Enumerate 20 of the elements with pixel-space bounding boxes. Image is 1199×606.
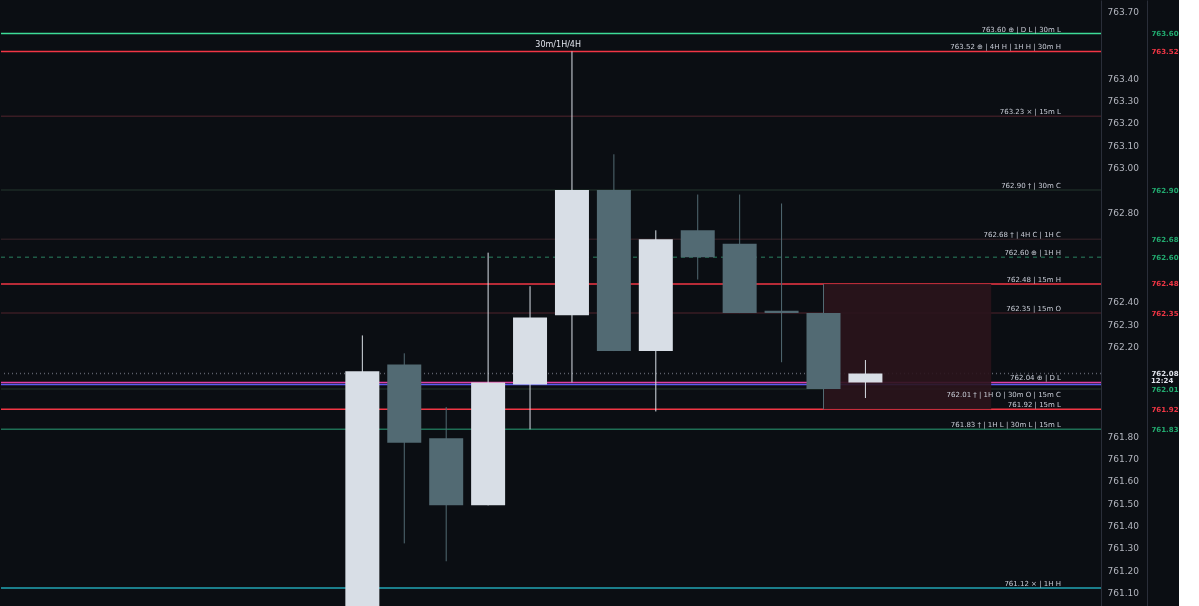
y-tick-label: 763.00	[1107, 163, 1140, 174]
y-tick-label: 761.20	[1107, 565, 1140, 576]
y-tick-label: 763.10	[1107, 140, 1140, 151]
y-tick-label: 762.30	[1107, 319, 1140, 330]
y-tick-label: 761.70	[1107, 453, 1140, 464]
annotation: 30m/1H/4H	[535, 40, 581, 50]
candlestick	[848, 359, 883, 399]
y-tick-label: 762.80	[1107, 207, 1140, 218]
y-tick-label: 762.20	[1107, 342, 1140, 353]
y-tick-label: 763.70	[1107, 6, 1140, 17]
y-tick-label: 763.40	[1107, 73, 1140, 84]
y-tick-label: 761.60	[1107, 476, 1140, 487]
y-tick-label: 763.20	[1107, 118, 1140, 129]
y-tick-label: 761.80	[1107, 431, 1140, 442]
y-tick-label: 761.50	[1107, 498, 1140, 509]
y-tick-label: 763.30	[1107, 96, 1140, 107]
y-tick-label: 761.40	[1107, 521, 1140, 531]
y-tick-label: 762.40	[1107, 297, 1140, 308]
y-tick-label: 761.30	[1107, 543, 1140, 554]
y-tick-label: 761.10	[1107, 588, 1140, 599]
